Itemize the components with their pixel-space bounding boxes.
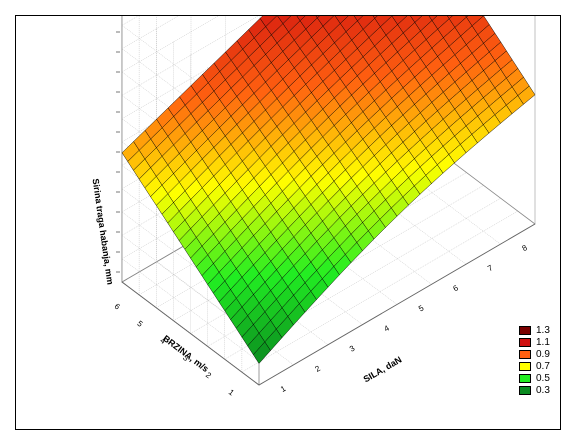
legend-label: 0.7 (536, 361, 550, 372)
surface-cell (353, 16, 363, 22)
axis-line-sila (258, 223, 536, 386)
tick-label-brzina: 5 (135, 319, 144, 329)
chart-frame: ZA27 + Grafit 1.5%, 20µm, t=3600s 123456… (15, 15, 561, 430)
surface-cell (253, 341, 271, 364)
grid-line (190, 172, 467, 334)
legend-label: 1.1 (536, 337, 550, 348)
legend-entry: 0.3 (519, 385, 579, 396)
legend-swatch (519, 386, 531, 395)
surface-cell (428, 16, 438, 21)
legend-entry: 0.5 (519, 373, 579, 384)
tick-label-brzina: 1 (227, 388, 236, 398)
tick-label-sila: 3 (348, 343, 357, 353)
legend-entry: 1.3 (519, 325, 579, 336)
tick-label-brzina: 2 (204, 370, 213, 380)
tick-label-brzina: 3 (181, 353, 190, 363)
grid-line (224, 198, 501, 360)
surface-cell (296, 16, 306, 22)
tick-label-sila: 8 (521, 243, 530, 253)
legend-label: 1.3 (536, 325, 550, 336)
grid-line (207, 185, 484, 347)
axis-title-sila: SILA, daN (362, 354, 404, 384)
legend-entry: 1.1 (519, 337, 579, 348)
legend-entry: 0.9 (519, 349, 579, 360)
legend-label: 0.9 (536, 349, 550, 360)
surface-cell (372, 16, 378, 19)
legend-swatch (519, 350, 531, 359)
tick-label-sila: 4 (383, 323, 392, 333)
grid-line (121, 258, 260, 362)
tick-label-sila: 2 (314, 364, 323, 374)
legend-label: 0.5 (536, 373, 550, 384)
axis-line-brzina (121, 281, 260, 386)
axis-title-z: Sirina traga habanja, mm (91, 178, 116, 285)
tick-label-sila: 6 (452, 283, 461, 293)
legend-swatch (519, 326, 531, 335)
legend-swatch (519, 338, 531, 347)
tick-label-sila: 1 (279, 384, 288, 394)
legend: 1.3 1.1 0.9 0.7 0.5 0.3 (519, 325, 579, 397)
tick-label-brzina: 6 (113, 302, 122, 312)
surface-cell (315, 16, 320, 19)
legend-label: 0.3 (536, 385, 550, 396)
surface-cell (447, 16, 453, 20)
tick-label-sila: 7 (486, 263, 495, 273)
tick-label-sila: 5 (417, 303, 426, 313)
legend-swatch (519, 362, 531, 371)
tick-label-brzina: 4 (158, 336, 167, 346)
legend-swatch (519, 374, 531, 383)
grid-line (241, 210, 519, 373)
legend-entry: 0.7 (519, 361, 579, 372)
